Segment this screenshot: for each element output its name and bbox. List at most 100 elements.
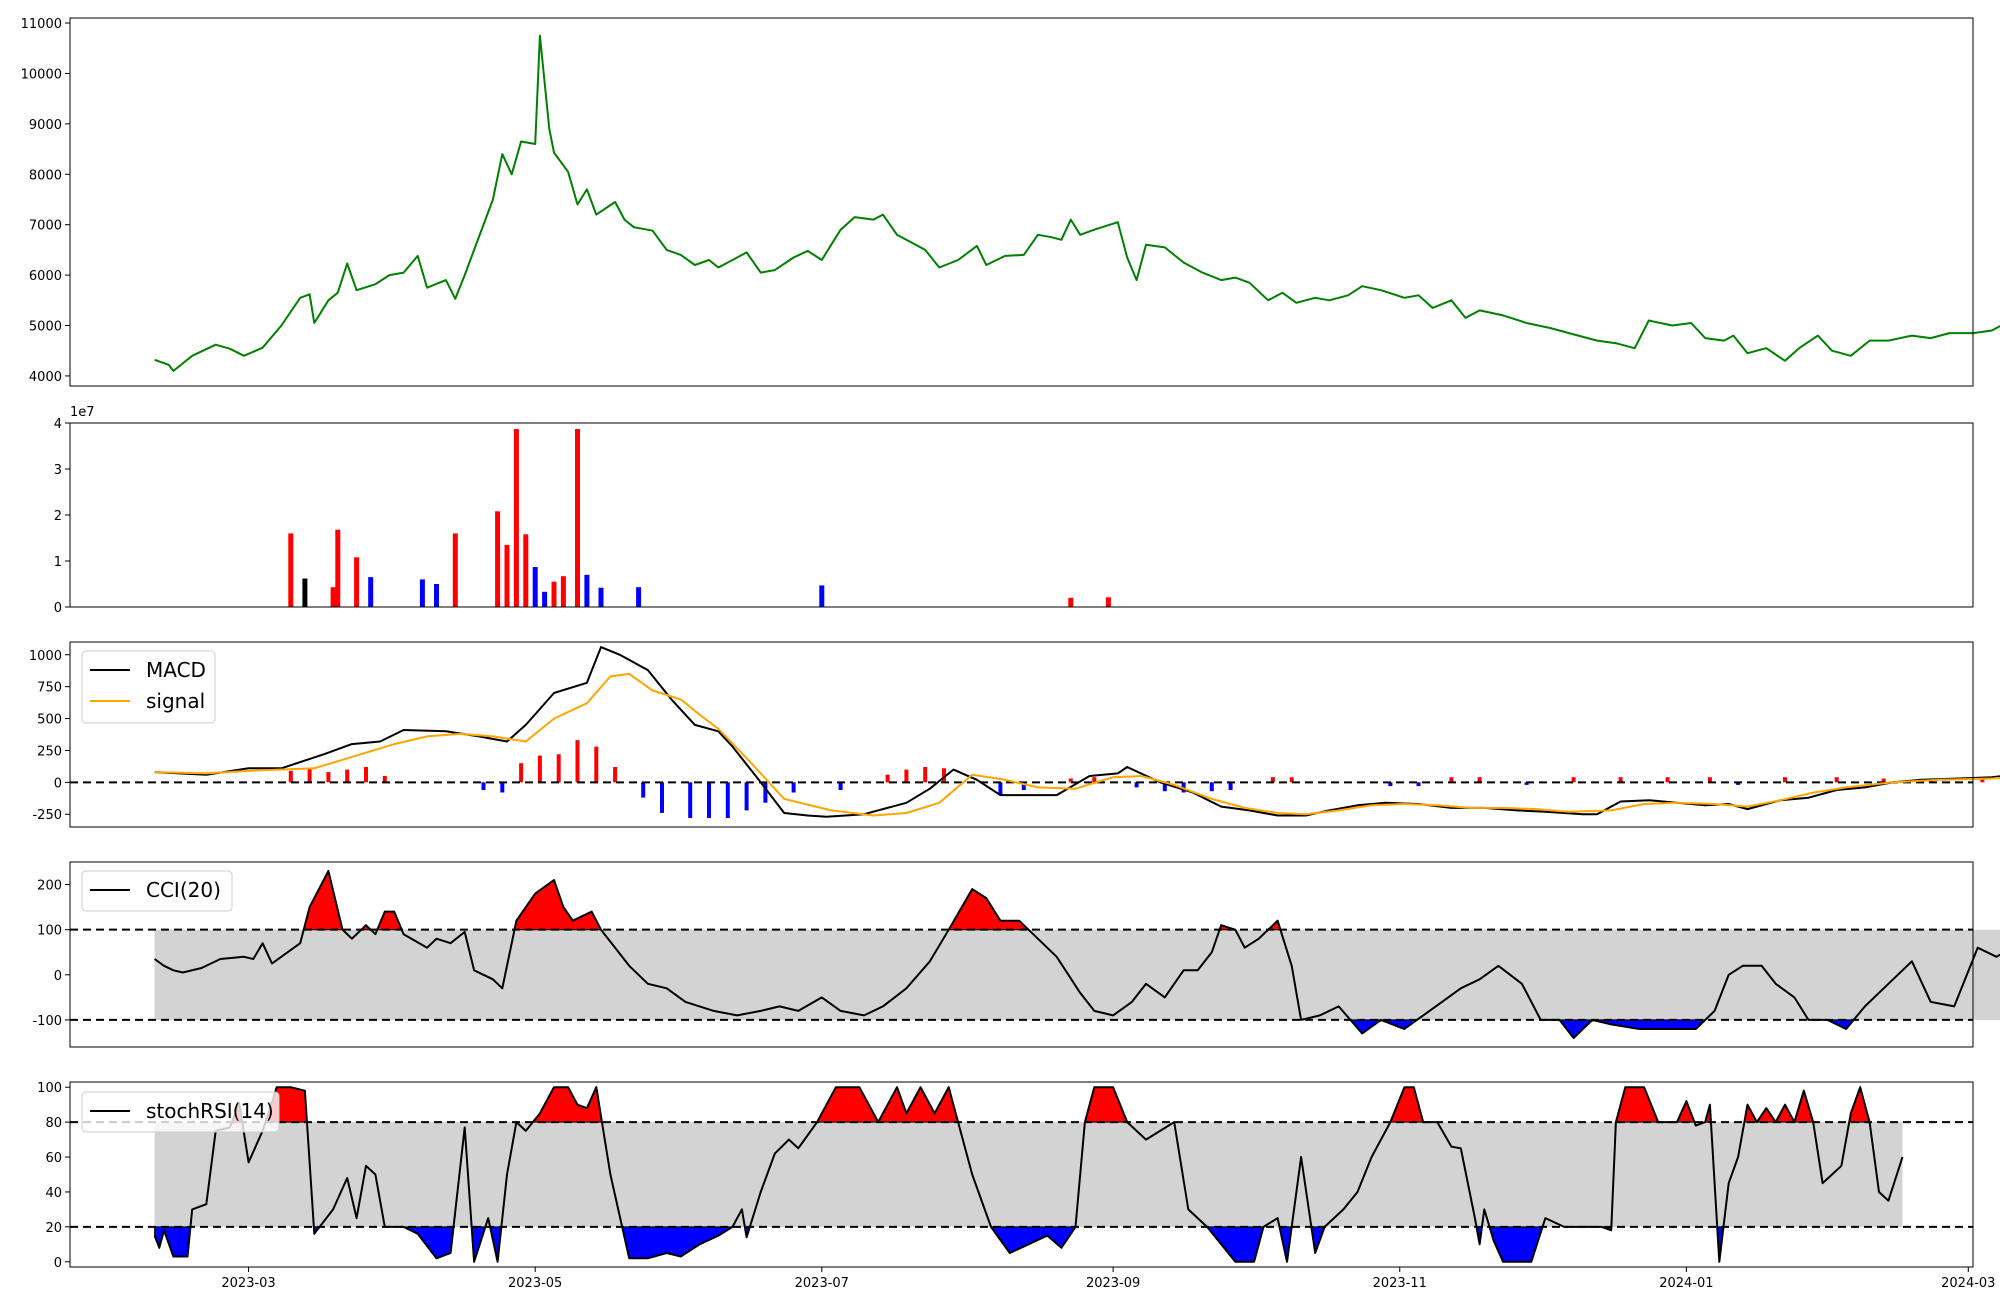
stochrsi-ytick-label: 80 — [45, 1116, 62, 1131]
volume-bar — [434, 584, 439, 607]
macd-histogram-bar — [326, 772, 331, 783]
price-ytick-label: 5000 — [29, 320, 62, 335]
macd-ytick-label: 750 — [37, 681, 62, 696]
volume-plot-content — [288, 429, 1111, 607]
cci-ytick-label: 100 — [37, 924, 62, 939]
macd-histogram-bar — [688, 782, 693, 818]
volume-bar — [560, 576, 566, 607]
volume-panel: 0 1 2 3 4 — [54, 417, 1974, 616]
xtick-label: 2024-03 — [1941, 1276, 1995, 1291]
macd-histogram-bar — [556, 754, 561, 783]
macd-histogram-bar — [725, 782, 730, 818]
macd-histogram-bar — [904, 769, 909, 783]
macd-histogram-bar — [1707, 777, 1712, 783]
macd-histogram-bar — [1736, 782, 1741, 785]
stochrsi-neutral-band — [154, 1122, 1903, 1227]
macd-line — [154, 646, 2000, 818]
volume-ytick-label: 4 — [54, 417, 62, 432]
volume-bar — [542, 591, 548, 607]
xtick-label: 2023-11 — [1373, 1276, 1427, 1291]
macd-ytick-label: 1000 — [29, 649, 62, 664]
price-ytick-label: 9000 — [29, 118, 62, 133]
macd-histogram-bar — [791, 782, 796, 793]
macd-histogram-bar — [519, 763, 524, 783]
macd-histogram-bar — [942, 768, 946, 783]
macd-histogram-bar — [1092, 777, 1097, 783]
cci-ytick-label: 0 — [54, 969, 62, 984]
macd-histogram-bar — [1980, 778, 1985, 783]
macd-histogram-bar — [481, 782, 486, 790]
volume-bar — [532, 567, 538, 607]
macd-histogram-bar — [707, 782, 711, 818]
cci-panel: -100 0 100 200 — [32, 861, 2000, 1048]
volume-bar — [504, 544, 510, 607]
price-ytick-label: 11000 — [21, 17, 62, 32]
macd-histogram-bar — [1477, 777, 1482, 783]
cci-legend: CCI(20) — [81, 870, 233, 912]
macd-histogram-bar — [613, 767, 618, 783]
macd-ytick-label: -250 — [32, 808, 62, 823]
price-axes-frame — [69, 17, 1974, 387]
cci-plot-content — [70, 869, 2000, 1039]
macd-histogram-bar — [1270, 777, 1275, 783]
stochrsi-ytick-label: 20 — [45, 1221, 62, 1236]
stochrsi-legend-box — [81, 1091, 280, 1133]
macd-histogram-bar — [763, 782, 768, 803]
volume-bar — [551, 581, 557, 607]
macd-histogram-bar — [1388, 782, 1393, 787]
macd-histogram-bar — [345, 769, 350, 783]
macd-histogram-bar — [838, 782, 843, 790]
stochrsi-ytick-label: 100 — [37, 1081, 62, 1096]
macd-histogram-bar — [382, 776, 387, 783]
cci-ytick-label: 200 — [37, 879, 62, 894]
macd-legend-label: MACD — [146, 658, 206, 682]
volume-bar — [302, 578, 308, 607]
volume-bar — [584, 574, 590, 607]
macd-histogram-bar — [1571, 777, 1576, 783]
macd-histogram-bar — [1881, 778, 1886, 783]
price-ytick-label: 6000 — [29, 269, 62, 284]
cci-ytick-label: -100 — [32, 1014, 62, 1029]
volume-bar — [523, 534, 529, 607]
macd-panel: -250 0 250 500 750 1000 — [29, 641, 2000, 828]
volume-bar — [452, 533, 458, 607]
xtick-label: 2023-05 — [508, 1276, 562, 1291]
macd-histogram-bar — [1289, 777, 1294, 783]
macd-histogram-bar — [1134, 782, 1139, 788]
macd-histogram-bar — [594, 746, 599, 783]
macd-histogram-bar — [1524, 782, 1529, 785]
macd-histogram-bar — [1228, 782, 1233, 790]
volume-ytick-label: 0 — [54, 601, 62, 616]
macd-histogram-bar — [660, 782, 664, 813]
macd-histogram-bar — [1162, 782, 1167, 792]
volume-bar — [330, 587, 336, 607]
volume-bar — [575, 429, 580, 607]
stochrsi-axes-frame — [69, 1081, 1974, 1268]
signal-legend-label: signal — [146, 689, 205, 713]
price-plot-content — [154, 34, 2000, 372]
xtick-label: 2023-07 — [795, 1276, 849, 1291]
cci-axes-frame — [69, 861, 1974, 1048]
stochrsi-legend-label: stochRSI(14) — [146, 1099, 274, 1123]
macd-histogram-bar — [744, 782, 749, 811]
price-ytick-label: 8000 — [29, 168, 62, 183]
volume-bar — [495, 511, 501, 607]
macd-histogram-bar — [575, 740, 580, 783]
volume-axes-frame — [69, 422, 1974, 608]
macd-ytick-label: 250 — [37, 744, 62, 759]
volume-multiplier-label: 1e7 — [70, 405, 95, 420]
volume-bar — [335, 529, 341, 607]
cci-neutral-band — [154, 929, 2000, 1020]
cci-legend-label: CCI(20) — [146, 878, 221, 902]
volume-bar — [419, 579, 425, 607]
macd-histogram-bar — [923, 767, 928, 783]
macd-histogram-bar — [1068, 778, 1073, 783]
xtick-label: 2023-09 — [1086, 1276, 1140, 1291]
volume-ytick-label: 1 — [54, 555, 62, 570]
macd-axes-frame — [69, 641, 1974, 828]
macd-histogram-bar — [1783, 777, 1787, 783]
stochrsi-line — [153, 1086, 1904, 1263]
macd-histogram-bar — [364, 767, 368, 783]
